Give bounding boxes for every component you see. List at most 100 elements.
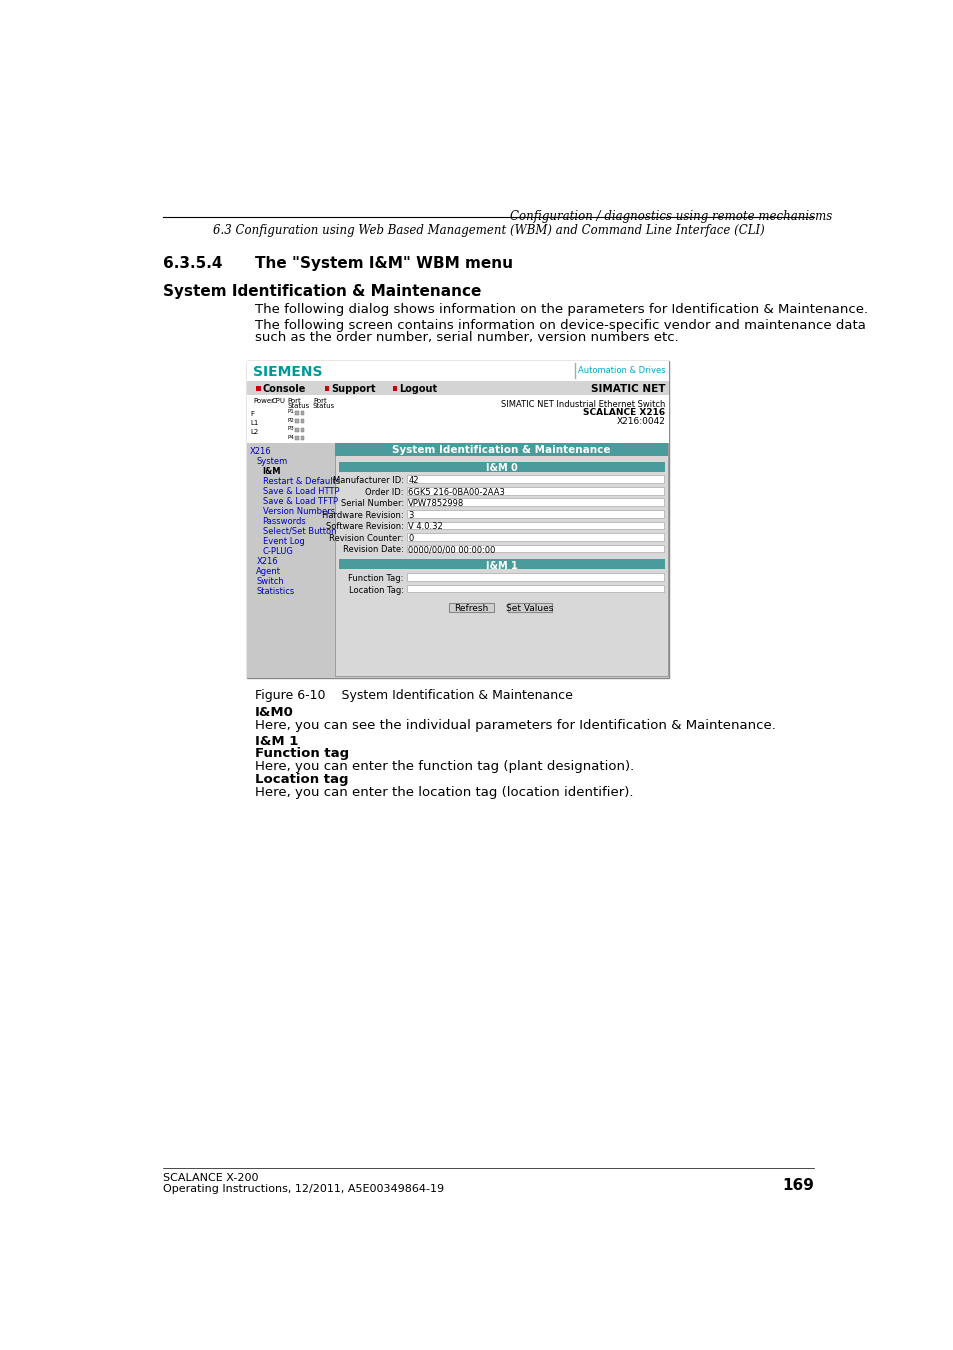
Bar [324,386,329,390]
Text: I&M 1: I&M 1 [254,734,298,748]
Text: Hardware Revision:: Hardware Revision: [322,510,403,520]
FancyBboxPatch shape [338,462,664,471]
Text: Here, you can enter the location tag (location identifier).: Here, you can enter the location tag (lo… [254,786,633,799]
Text: Port: Port [313,398,327,405]
Text: Figure 6-10    System Identification & Maintenance: Figure 6-10 System Identification & Main… [254,690,572,702]
Text: Function Tag:: Function Tag: [348,574,403,583]
Text: Software Revision:: Software Revision: [326,522,403,532]
FancyBboxPatch shape [247,443,669,678]
Text: SCALANCE X216: SCALANCE X216 [583,409,665,417]
Text: Automation & Drives: Automation & Drives [578,366,665,375]
FancyBboxPatch shape [335,443,667,676]
Text: SIMATIC NET: SIMATIC NET [591,383,665,394]
FancyBboxPatch shape [406,498,663,506]
Bar [294,428,298,432]
Bar [294,420,298,423]
Bar [300,436,304,440]
Text: 6.3.5.4: 6.3.5.4 [163,256,223,271]
Bar [300,420,304,423]
Bar [300,410,304,414]
Text: Select/Set Button: Select/Set Button [262,526,335,536]
Text: Here, you can see the individual parameters for Identification & Maintenance.: Here, you can see the individual paramet… [254,718,775,732]
Text: Port: Port [287,398,301,405]
FancyBboxPatch shape [507,603,552,613]
Text: L1: L1 [250,420,258,427]
Text: Configuration / diagnostics using remote mechanisms: Configuration / diagnostics using remote… [510,209,831,223]
Text: Set Values: Set Values [506,603,553,613]
Text: Support: Support [331,383,375,394]
Text: X216:0042: X216:0042 [616,417,665,425]
Text: The following screen contains information on device-specific vendor and maintena: The following screen contains informatio… [254,319,864,332]
Text: Location tag: Location tag [254,774,348,787]
Text: SIMATIC NET Industrial Ethernet Switch: SIMATIC NET Industrial Ethernet Switch [500,400,665,409]
Text: Function tag: Function tag [254,747,349,760]
FancyBboxPatch shape [406,574,663,580]
Text: 169: 169 [781,1179,814,1193]
Text: Power: Power [253,398,274,405]
Text: Logout: Logout [398,383,436,394]
Text: Revision Date:: Revision Date: [342,545,403,555]
Text: Serial Number:: Serial Number: [340,500,403,508]
Text: F: F [250,410,253,417]
FancyBboxPatch shape [406,487,663,494]
Text: Status: Status [313,404,335,409]
Text: Console: Console [262,383,306,394]
Text: P2: P2 [287,417,294,423]
Text: System Identification & Maintenance: System Identification & Maintenance [163,284,481,298]
Text: I&M: I&M [262,467,281,477]
Text: Statistics: Statistics [256,587,294,597]
Text: Revision Counter:: Revision Counter: [329,533,403,543]
Text: The "System I&M" WBM menu: The "System I&M" WBM menu [254,256,513,271]
Text: Status: Status [287,404,310,409]
Text: Here, you can enter the function tag (plant designation).: Here, you can enter the function tag (pl… [254,760,634,772]
Text: 3: 3 [408,510,414,520]
Text: 0000/00/00 00:00:00: 0000/00/00 00:00:00 [408,545,496,555]
FancyBboxPatch shape [406,475,663,483]
Text: Manufacturer ID:: Manufacturer ID: [333,477,403,485]
Text: P4: P4 [287,435,294,440]
Text: Save & Load TFTP: Save & Load TFTP [262,497,337,506]
FancyBboxPatch shape [406,544,663,552]
Text: Switch: Switch [256,576,284,586]
Text: such as the order number, serial number, version numbers etc.: such as the order number, serial number,… [254,331,678,344]
FancyBboxPatch shape [448,603,493,613]
FancyBboxPatch shape [338,559,664,570]
Text: Save & Load HTTP: Save & Load HTTP [262,487,338,495]
Text: V 4.0.32: V 4.0.32 [408,522,442,532]
Text: 0: 0 [408,533,414,543]
Bar [294,436,298,440]
Text: Order ID:: Order ID: [365,487,403,497]
Text: Version Numbers: Version Numbers [262,508,335,516]
FancyBboxPatch shape [406,510,663,518]
Bar [300,428,304,432]
Text: 42: 42 [408,477,418,485]
Bar [294,410,298,414]
FancyBboxPatch shape [247,360,669,381]
Text: SIEMENS: SIEMENS [253,364,322,378]
Text: Event Log: Event Log [262,537,304,545]
FancyBboxPatch shape [406,521,663,529]
Text: L2: L2 [250,429,258,435]
Text: SCALANCE X-200: SCALANCE X-200 [163,1173,258,1183]
Text: The following dialog shows information on the parameters for Identification & Ma: The following dialog shows information o… [254,302,867,316]
Text: System: System [256,456,288,466]
Text: Operating Instructions, 12/2011, A5E00349864-19: Operating Instructions, 12/2011, A5E0034… [163,1184,444,1193]
Text: P3: P3 [287,427,294,431]
Bar [256,386,261,390]
Text: 6.3 Configuration using Web Based Management (WBM) and Command Line Interface (C: 6.3 Configuration using Web Based Manage… [213,224,764,236]
FancyBboxPatch shape [247,396,669,443]
FancyBboxPatch shape [406,585,663,593]
Text: Passwords: Passwords [262,517,306,526]
Text: X216: X216 [256,558,277,566]
Text: C-PLUG: C-PLUG [262,547,294,556]
Text: X216: X216 [250,447,272,456]
Text: CPU: CPU [272,398,286,405]
Text: Agent: Agent [256,567,281,576]
FancyBboxPatch shape [406,533,663,541]
Text: Refresh: Refresh [454,603,488,613]
Text: I&M 1: I&M 1 [485,560,517,571]
Text: Restart & Defaults: Restart & Defaults [262,477,339,486]
FancyBboxPatch shape [335,443,667,456]
Text: VPW7852998: VPW7852998 [408,500,464,508]
Bar [393,386,397,390]
